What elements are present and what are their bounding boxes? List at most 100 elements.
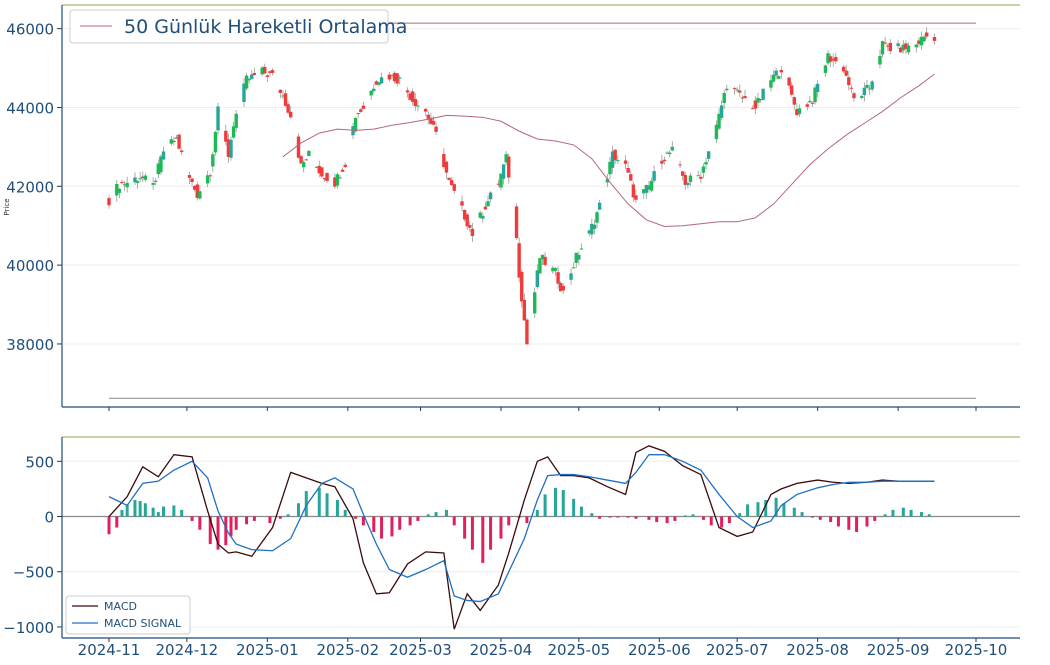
macd-histogram-bar xyxy=(361,516,365,526)
candle-body xyxy=(771,74,776,82)
candle-body xyxy=(665,152,669,154)
macd-histogram-bar xyxy=(115,516,119,528)
candle-body xyxy=(667,152,672,155)
x-tick-label: 2025-02 xyxy=(316,641,379,659)
candle-body xyxy=(314,166,319,168)
macd-histogram-bar xyxy=(608,516,612,518)
ma50-line xyxy=(282,73,935,227)
macd-histogram-bar xyxy=(198,516,202,530)
candle-body xyxy=(338,177,342,179)
candle-body xyxy=(462,209,467,220)
candle-body xyxy=(488,192,493,200)
candle-body xyxy=(392,72,397,82)
candle-body xyxy=(460,201,464,206)
macd-histogram-bar xyxy=(507,516,511,526)
candle-body xyxy=(629,174,633,181)
candle-body xyxy=(867,88,872,90)
macd-histogram-bar xyxy=(738,513,742,517)
candle-body xyxy=(662,159,667,162)
candle-body xyxy=(914,44,918,48)
macd-line xyxy=(108,445,935,630)
candle-body xyxy=(442,153,446,168)
candle-body xyxy=(642,189,646,194)
candle-body xyxy=(377,82,381,85)
candle-body xyxy=(198,191,202,199)
candle-body xyxy=(683,174,687,185)
macd-histogram-bar xyxy=(616,516,620,518)
macd-histogram-bar xyxy=(909,509,913,517)
candle-body xyxy=(823,65,828,73)
candle-body xyxy=(758,99,763,101)
candle-body xyxy=(486,201,490,207)
candle-body xyxy=(522,299,527,321)
candle-body xyxy=(426,114,430,119)
macd-legend-label: MACD xyxy=(104,600,137,613)
candle-body xyxy=(465,214,469,227)
candle-body xyxy=(159,156,163,173)
candle-body xyxy=(631,184,636,198)
macd-histogram-bar xyxy=(335,499,339,517)
macd-histogram-bar xyxy=(683,515,687,517)
candle-body xyxy=(813,87,817,103)
macd-histogram-bar xyxy=(792,507,796,517)
macd-histogram-bar xyxy=(543,494,547,517)
candle-body xyxy=(408,93,412,100)
x-tick-label: 2025-04 xyxy=(470,641,533,659)
macd-histogram-bar xyxy=(216,516,220,550)
candle-body xyxy=(831,58,835,61)
price-tick-label: 38000 xyxy=(6,336,54,354)
macd-tick-label: 0 xyxy=(44,509,54,527)
macd-histogram-bar xyxy=(180,509,184,517)
candle-body xyxy=(756,98,760,103)
candle-body xyxy=(161,151,166,160)
candle-body xyxy=(470,228,475,237)
candle-body xyxy=(122,184,127,186)
macd-tick-label: 500 xyxy=(25,453,54,471)
candle-body xyxy=(374,81,379,85)
candle-body xyxy=(789,85,794,95)
candle-body xyxy=(115,183,119,196)
candle-body xyxy=(779,69,784,73)
macd-histogram-bar xyxy=(444,509,448,517)
macd-histogram-bar xyxy=(727,516,731,524)
macd-histogram-bar xyxy=(268,516,272,524)
candle-body xyxy=(211,154,215,167)
macd-histogram-bar xyxy=(774,497,778,517)
macd-histogram-bar xyxy=(296,503,300,517)
macd-histogram-bar xyxy=(873,516,877,521)
candle-body xyxy=(680,171,685,176)
candle-body xyxy=(571,267,576,269)
candle-body xyxy=(743,96,747,99)
macd-histogram-bar xyxy=(489,516,493,550)
candle-body xyxy=(325,172,329,182)
candle-body xyxy=(883,42,887,44)
candle-body xyxy=(919,36,924,46)
candle-body xyxy=(268,71,272,73)
candle-body xyxy=(496,183,501,185)
candle-body xyxy=(540,254,545,260)
candle-body xyxy=(551,267,555,272)
candle-body xyxy=(597,202,602,210)
candle-body xyxy=(187,175,192,178)
candle-body xyxy=(644,185,649,193)
candle-body xyxy=(862,87,867,96)
candle-body xyxy=(792,97,796,105)
candle-body xyxy=(398,77,402,79)
macd-histogram-bar xyxy=(234,516,238,530)
x-tick-label: 2025-08 xyxy=(786,641,849,659)
candle-body xyxy=(413,99,418,107)
macd-histogram-bar xyxy=(107,516,111,535)
macd-histogram-bar xyxy=(764,499,768,517)
candle-body xyxy=(190,178,194,183)
candle-body xyxy=(535,270,540,288)
candle-body xyxy=(278,89,283,93)
candle-body xyxy=(151,183,155,185)
candle-body xyxy=(860,96,864,98)
candle-body xyxy=(195,184,199,198)
x-tick-label: 2024-11 xyxy=(78,641,141,659)
macd-histogram-bar xyxy=(125,504,129,517)
candle-body xyxy=(172,140,176,143)
candle-body xyxy=(670,146,674,151)
macd-histogram-bar xyxy=(655,516,659,523)
candle-body xyxy=(501,164,506,179)
